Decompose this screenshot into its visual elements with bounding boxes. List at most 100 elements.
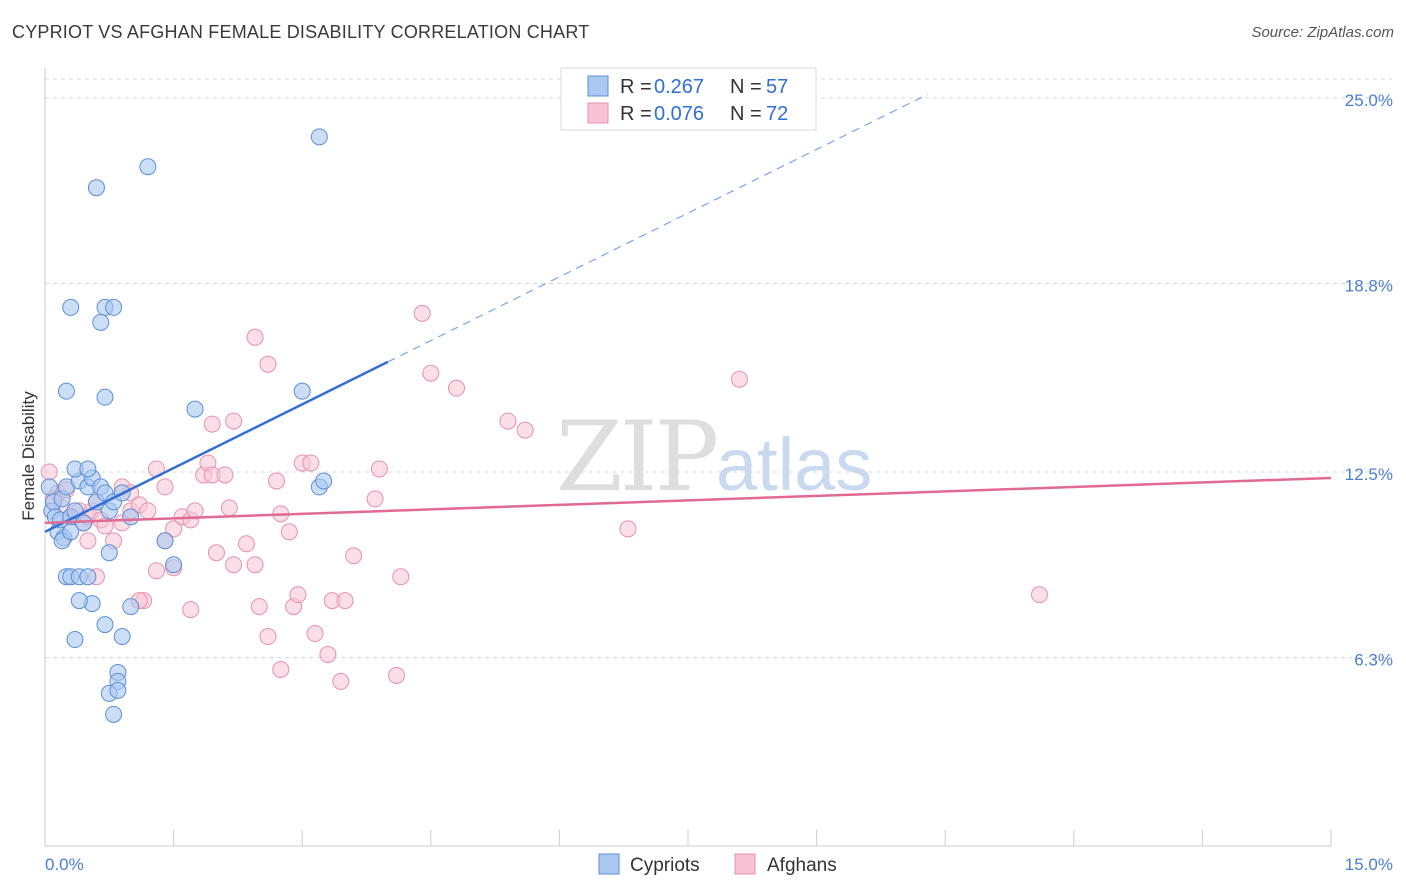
afghans-point-40 [225,556,243,574]
afghans-point-47 [280,523,298,541]
afghans-point-60 [370,460,388,478]
legend-swatch-cypriots [587,75,609,97]
cypriots-point-42 [62,298,80,316]
afghans-point-16 [79,532,97,550]
afghans-point-0 [40,463,58,481]
cypriots-point-45 [92,313,110,331]
x-tick-label-1: 15.0% [1345,855,1393,874]
cypriots-point-55 [122,508,140,526]
bottom-legend-swatch-afghans [734,853,756,875]
grid-lines [45,78,1392,658]
afghans-point-72 [203,415,221,433]
x-tick-label-0: 0.0% [45,855,84,874]
afghans-point-37 [216,466,234,484]
cypriots-point-47 [96,388,114,406]
afghans-point-64 [422,364,440,382]
afghans-point-43 [250,598,268,616]
cypriots-point-39 [122,598,140,616]
afghans-point-53 [306,625,324,643]
afghans-point-68 [619,520,637,538]
afghans-point-61 [392,568,410,586]
y-tick-label-3: 25.0% [1345,91,1393,110]
y-tick-label-1: 12.5% [1345,465,1393,484]
legend: R = 0.267 N = 57 R = 0.076 N = 72 [560,67,817,131]
afghans-point-59 [366,490,384,508]
legend-r-label-afghans: R = [620,103,652,125]
cypriots-point-37 [109,681,127,699]
cypriots-trend-line [44,360,389,533]
bottom-legend-swatch-cypriots [598,853,620,875]
cypriots-point-46 [57,382,75,400]
afghans-point-50 [272,660,290,678]
afghans-point-33 [182,601,200,619]
legend-r-value-afghans: 0.076 [654,103,704,125]
afghans-trend-line [44,476,1332,525]
legend-r-label-cypriots: R = [620,76,652,98]
afghans-point-27 [186,502,204,520]
cypriots-point-30 [70,592,88,610]
afghans-point-62 [388,666,406,684]
afghans-point-73 [225,412,243,430]
afghans-point-69 [730,370,748,388]
afghans-point-44 [259,628,277,646]
cypriots-point-49 [293,382,311,400]
bottom-legend-label-afghans: Afghans [767,855,837,876]
afghans-point-30 [147,562,165,580]
afghans-point-41 [237,535,255,553]
afghans-point-70 [246,328,264,346]
afghans-point-74 [1031,586,1049,604]
afghans-point-49 [289,586,307,604]
bottom-legend-label-cypriots: Cypriots [630,855,700,876]
cypriots-point-29 [100,544,118,562]
cypriots-point-31 [66,631,84,649]
afghans-point-58 [345,547,363,565]
cypriots-point-44 [105,298,123,316]
cypriots-point-33 [113,628,131,646]
chart-title: CYPRIOT VS AFGHAN FEMALE DISABILITY CORR… [12,22,590,42]
legend-n-label-afghans: N = [730,103,762,125]
cypriots-point-52 [310,128,328,146]
cypriots-point-51 [139,158,157,176]
afghans-point-39 [207,544,225,562]
x-tick-labels: 0.0% 15.0% [45,855,1393,874]
cypriots-point-54 [315,472,333,490]
watermark-zip: ZIP [556,401,717,513]
legend-n-label-cypriots: N = [730,76,762,98]
afghans-point-56 [332,672,350,690]
legend-n-value-afghans: 72 [766,103,788,125]
bottom-legend: Cypriots Afghans [598,853,837,876]
y-tick-label-2: 18.8% [1345,276,1393,295]
cypriots-point-38 [105,705,123,723]
cypriots-trend-extension [387,93,929,363]
cypriots-point-40 [156,532,174,550]
afghans-point-66 [499,412,517,430]
legend-r-value-cypriots: 0.267 [654,76,704,98]
cypriots-point-32 [96,616,114,634]
afghans-point-42 [246,556,264,574]
afghans-points [40,304,1049,690]
afghans-point-38 [220,499,238,517]
afghans-point-24 [165,520,183,538]
cypriots-point-50 [87,179,105,197]
y-tick-label-0: 6.3% [1354,650,1393,669]
cypriots-point-28 [79,568,97,586]
afghans-point-67 [516,421,534,439]
watermark-atlas: atlas [716,423,872,506]
afghans-point-52 [302,454,320,472]
trend-lines [44,93,1332,533]
cypriots-point-41 [165,556,183,574]
y-axis-label: Female Disability [19,391,38,521]
x-tick-marks [44,830,1332,846]
source-credit: Source: ZipAtlas.com [1251,24,1394,41]
afghans-point-71 [259,355,277,373]
y-tick-labels: 6.3% 12.5% 18.8% 25.0% [1345,91,1393,670]
afghans-point-45 [267,472,285,490]
watermark: ZIP atlas [556,401,872,513]
legend-n-value-cypriots: 57 [766,76,788,98]
afghans-point-23 [156,478,174,496]
afghans-point-63 [413,304,431,322]
afghans-point-57 [336,592,354,610]
cypriots-point-23 [79,460,97,478]
afghans-point-54 [319,645,337,663]
